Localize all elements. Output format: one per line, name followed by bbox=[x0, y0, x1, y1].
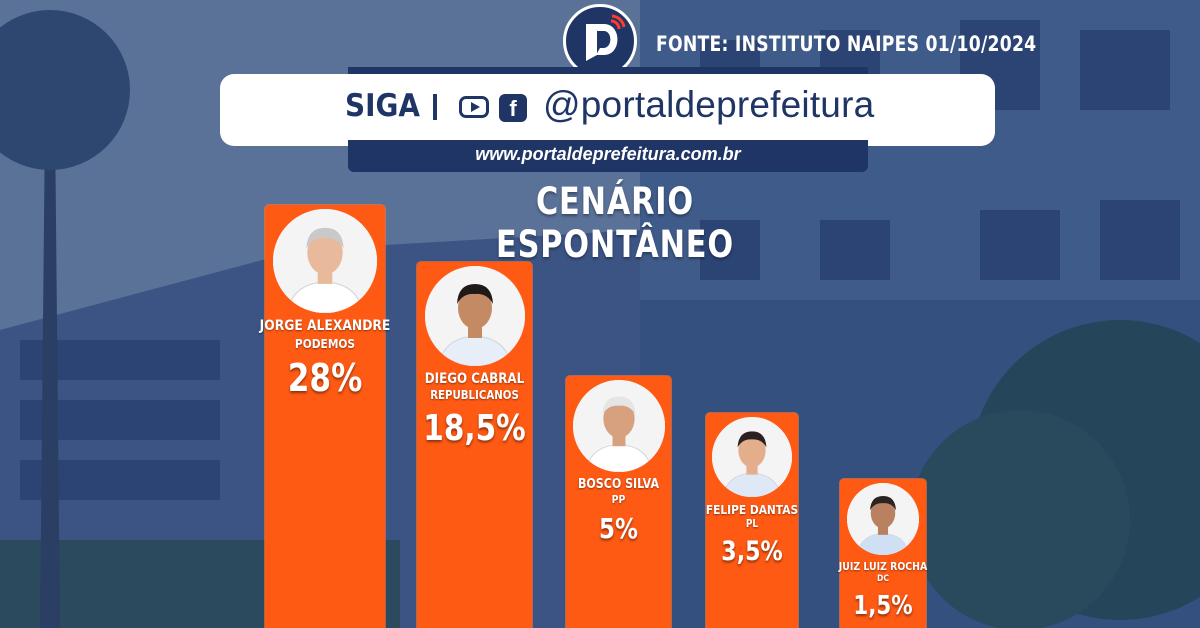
candidate-photo-4 bbox=[712, 417, 792, 497]
candidate-name-4: FELIPE DANTAS bbox=[705, 502, 799, 517]
portal-logo-icon bbox=[586, 14, 626, 61]
header-band bbox=[348, 67, 868, 77]
value-label-5: 1,5% bbox=[853, 591, 913, 621]
avatar-icon bbox=[273, 209, 377, 313]
candidate-party-1: PODEMOS bbox=[294, 335, 356, 351]
social-handle[interactable]: @portaldeprefeitura bbox=[543, 84, 875, 125]
candidate-party-4: PL bbox=[745, 517, 759, 530]
candidate-name-2: DIEGO CABRAL bbox=[424, 371, 525, 387]
divider bbox=[433, 94, 437, 120]
candidate-party-3: PP bbox=[611, 493, 626, 506]
chart-title: CENÁRIO ESPONTÂNEO bbox=[496, 180, 734, 266]
avatar-icon bbox=[424, 266, 525, 366]
value-label-3: 5% bbox=[598, 512, 638, 545]
avatar-icon bbox=[712, 417, 792, 497]
value-label-4: 3,5% bbox=[721, 536, 783, 567]
candidate-name-3: BOSCO SILVA bbox=[577, 477, 660, 492]
youtube-icon[interactable] bbox=[459, 96, 489, 118]
avatar-icon bbox=[572, 380, 665, 472]
candidate-photo-3 bbox=[572, 380, 665, 472]
avatar-icon bbox=[847, 483, 919, 555]
candidate-name-5: JUIZ LUIZ ROCHA bbox=[838, 560, 928, 573]
website-link[interactable]: www.portaldeprefeitura.com.br bbox=[475, 144, 741, 164]
candidate-photo-1 bbox=[273, 209, 377, 313]
follow-label: SIGA bbox=[345, 88, 420, 124]
candidate-photo-5 bbox=[847, 483, 919, 555]
facebook-icon[interactable]: f bbox=[499, 94, 527, 122]
candidate-party-2: REPUBLICANOS bbox=[430, 388, 519, 402]
source-text: FONTE: INSTITUTO NAIPES 01/10/2024 bbox=[656, 32, 1037, 56]
candidate-photo-2 bbox=[424, 266, 525, 366]
candidate-party-5: DC bbox=[877, 574, 889, 584]
value-label-2: 18,5% bbox=[423, 408, 526, 449]
candidate-name-1: JORGE ALEXANDRE bbox=[259, 318, 391, 334]
value-label-1: 28% bbox=[287, 356, 363, 400]
website-band bbox=[348, 140, 868, 172]
follow-banner bbox=[220, 74, 995, 146]
